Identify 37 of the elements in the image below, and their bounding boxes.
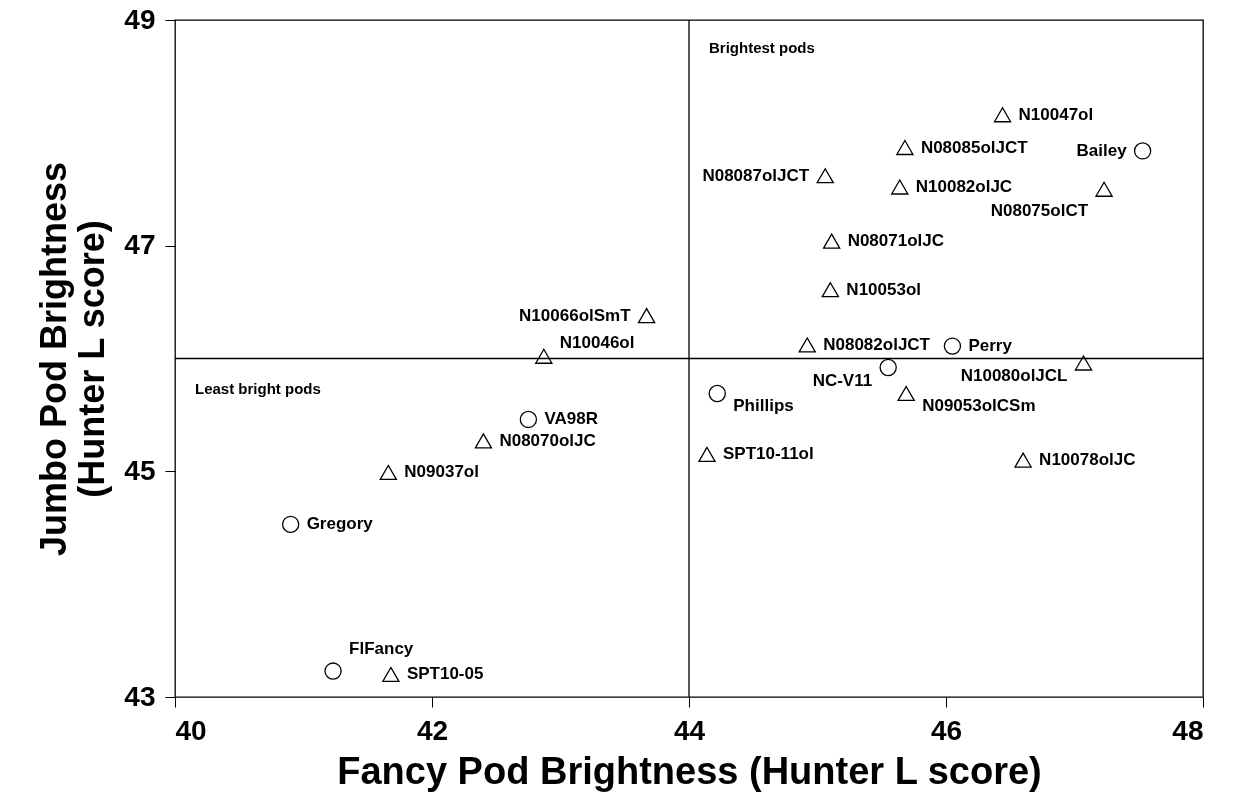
annotation: Gregory bbox=[306, 514, 374, 534]
y-tick-label: 47 bbox=[124, 229, 156, 261]
annotation: FlFancy bbox=[349, 639, 414, 659]
annotation: N10053ol bbox=[846, 279, 922, 299]
y-tick-label: 45 bbox=[124, 454, 156, 486]
annotation: N08087olJCT bbox=[702, 165, 810, 185]
annotation: Brightest pods bbox=[709, 39, 815, 56]
annotation: VA98R bbox=[544, 409, 598, 429]
annotation: N09037ol bbox=[404, 462, 479, 482]
x-tick-label: 40 bbox=[175, 714, 207, 746]
y-tick-label: 43 bbox=[124, 680, 156, 712]
y-tick-label: 49 bbox=[124, 3, 156, 35]
annotation: N10046ol bbox=[559, 333, 635, 353]
annotation: N08070olJC bbox=[499, 430, 596, 450]
annotation: NC-V11 bbox=[812, 370, 873, 390]
annotation: Least bright pods bbox=[195, 379, 321, 397]
annotation: N10066olSmT bbox=[519, 305, 632, 325]
x-tick-label: 46 bbox=[930, 714, 963, 746]
annotation: N10080olJCL bbox=[960, 366, 1068, 386]
annotation: Perry bbox=[968, 336, 1013, 356]
annotation: Bailey bbox=[1076, 140, 1128, 160]
y-axis-title: Jumbo Pod Brightness (Hunter L score) bbox=[33, 161, 113, 557]
annotation: N08085olJCT bbox=[920, 137, 1029, 157]
annotation: N08082olJCT bbox=[823, 334, 931, 354]
annotation: N09053olCSm bbox=[922, 396, 1036, 416]
x-tick-label: 48 bbox=[1172, 714, 1204, 746]
annotation: N10078olJC bbox=[1039, 450, 1136, 470]
annotation: Phillips bbox=[733, 396, 794, 416]
annotation: SPT10-05 bbox=[406, 664, 484, 684]
x-tick-label: 42 bbox=[416, 714, 449, 746]
annotation: N10082olJC bbox=[915, 176, 1013, 196]
x-tick-label: 44 bbox=[673, 714, 706, 746]
annotation: N08071olJC bbox=[847, 231, 945, 251]
x-axis-title: Fancy Pod Brightness (Hunter L score) bbox=[337, 749, 1042, 792]
annotation: N08075olCT bbox=[990, 201, 1089, 221]
annotation: N10047ol bbox=[1018, 104, 1094, 124]
annotation: SPT10-11ol bbox=[722, 444, 814, 464]
